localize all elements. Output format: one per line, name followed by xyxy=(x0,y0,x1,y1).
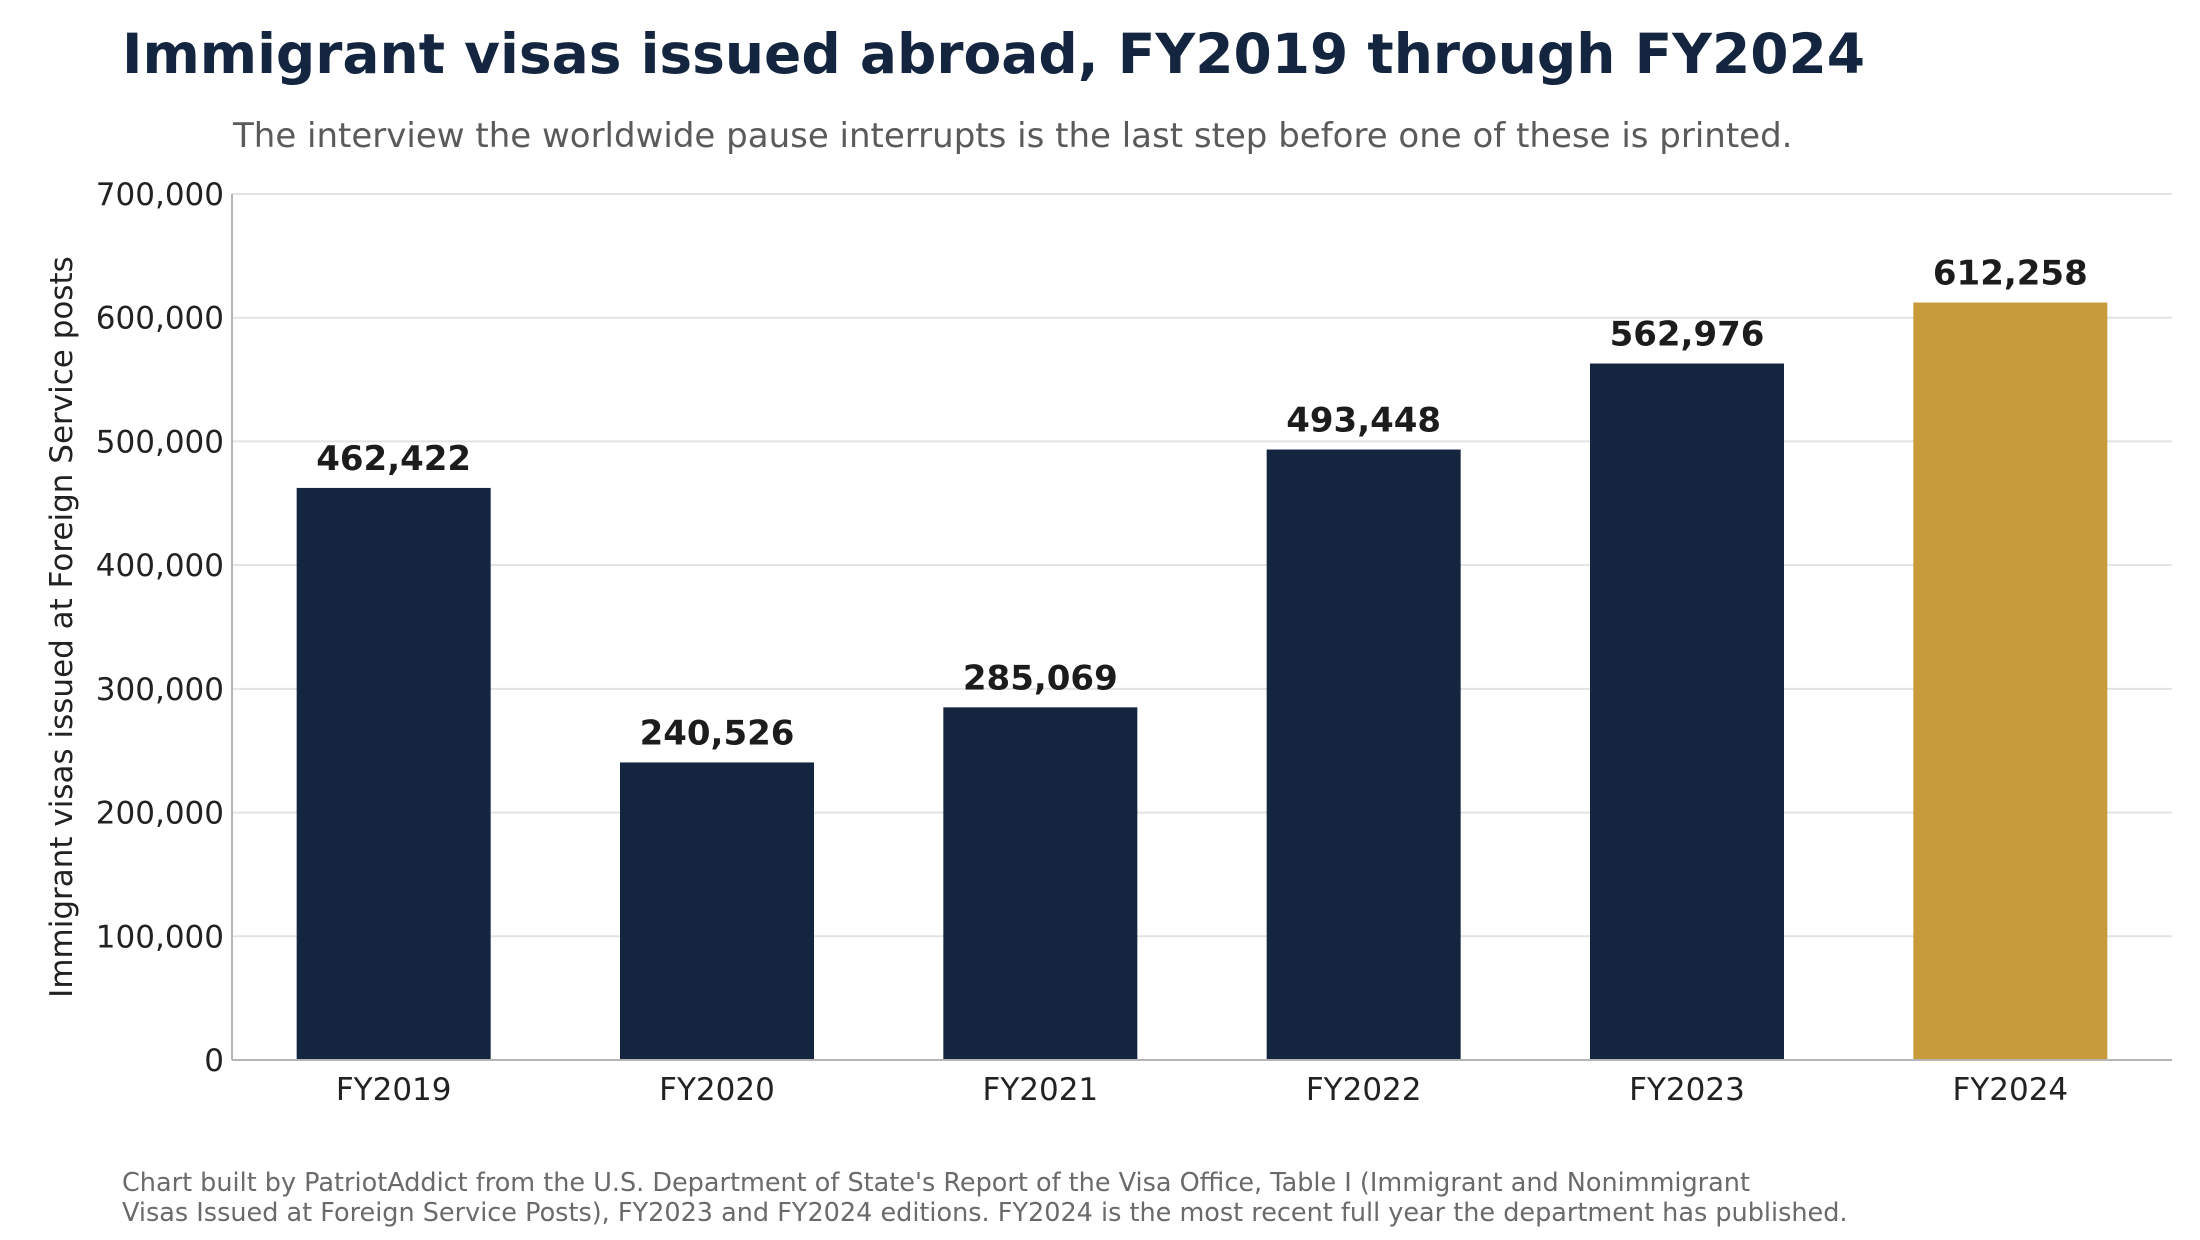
y-tick-label: 700,000 xyxy=(96,177,224,213)
x-tick-label: FY2024 xyxy=(1952,1072,2068,1108)
value-label-fy2024: 612,258 xyxy=(1933,254,2088,294)
y-axis-label: Immigrant visas issued at Foreign Servic… xyxy=(44,256,80,998)
y-tick-label: 300,000 xyxy=(96,672,224,708)
bar-chart: 0 100,000 200,000 300,000 400,000 500,000 600,… xyxy=(44,177,2172,1108)
data-labels: 462,422 240,526 285,069 493,448 562,976 612,2… xyxy=(316,254,2088,754)
value-label-fy2020: 240,526 xyxy=(640,713,795,753)
x-tick-label: FY2022 xyxy=(1306,1072,1422,1108)
source-note: Chart built by PatriotAddict from the U.… xyxy=(122,1168,2162,1228)
value-label-fy2022: 493,448 xyxy=(1286,401,1441,441)
y-tick-label: 100,000 xyxy=(96,919,224,955)
source-note-line-2: Visas Issued at Foreign Service Posts), … xyxy=(122,1198,1848,1228)
value-label-fy2021: 285,069 xyxy=(963,658,1118,698)
x-tick-label: FY2021 xyxy=(982,1072,1098,1108)
x-tick-label: FY2019 xyxy=(336,1072,452,1108)
value-label-fy2023: 562,976 xyxy=(1610,315,1765,355)
bar-fy2022 xyxy=(1266,449,1461,1061)
x-tick-label: FY2023 xyxy=(1629,1072,1745,1108)
y-tick-label: 600,000 xyxy=(96,301,224,337)
y-tick-label: 400,000 xyxy=(96,548,224,584)
y-tick-label: 0 xyxy=(204,1043,224,1079)
y-tick-label: 200,000 xyxy=(96,796,224,832)
bar-fy2020 xyxy=(620,762,814,1060)
chart-subtitle: The interview the worldwide pause interr… xyxy=(233,116,1793,156)
value-label-fy2019: 462,422 xyxy=(316,439,471,479)
bar-fy2024 xyxy=(1913,302,2108,1060)
axes: 0 100,000 200,000 300,000 400,000 500,000 600,… xyxy=(96,177,2172,1108)
gridlines xyxy=(232,193,2172,938)
bar-fy2023 xyxy=(1590,363,1784,1060)
bar-fy2019 xyxy=(296,487,491,1060)
bars xyxy=(296,302,2108,1061)
x-tick-label: FY2020 xyxy=(659,1072,775,1108)
y-tick-label: 500,000 xyxy=(96,424,224,460)
bar-fy2021 xyxy=(943,707,1138,1060)
source-note-line-1: Chart built by PatriotAddict from the U.… xyxy=(122,1168,1750,1198)
chart-title: Immigrant visas issued abroad, FY2019 th… xyxy=(122,22,1866,86)
